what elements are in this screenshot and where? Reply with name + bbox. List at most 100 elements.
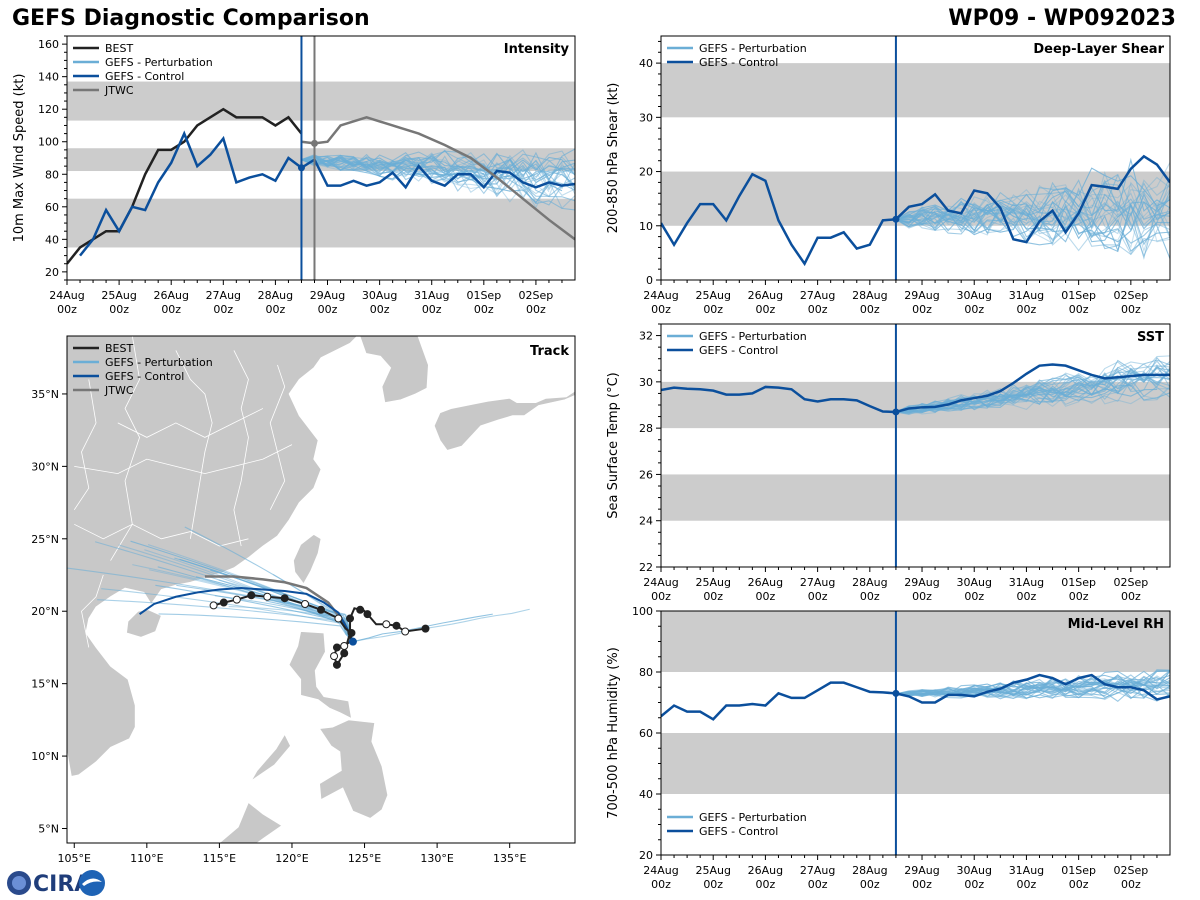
- country-border: [81, 574, 104, 648]
- best-track-point-00z: [332, 660, 341, 669]
- shear-legend-label-pert: GEFS - Perturbation: [699, 42, 807, 55]
- sst-ytick-label: 30: [639, 376, 653, 389]
- noaa-logo-icon: [79, 870, 105, 896]
- sst-legend-label-control: GEFS - Control: [699, 344, 778, 357]
- rh-xtick-sublabel: 00z: [1069, 878, 1089, 891]
- rh-legend-label-pert: GEFS - Perturbation: [699, 811, 807, 824]
- sst-xtick-sublabel: 00z: [1017, 590, 1037, 603]
- intensity-xtick-sublabel: 00z: [370, 303, 390, 316]
- rh-band-1: [661, 611, 1170, 672]
- taiwan-land: [293, 533, 322, 585]
- rh-xtick-sublabel: 00z: [1121, 878, 1141, 891]
- best-track-point-00z: [421, 624, 430, 633]
- intensity-xtick-sublabel: 00z: [422, 303, 442, 316]
- intensity-perturbation-line: [301, 155, 484, 175]
- rh-axes: 2040608010024Aug00z25Aug00z26Aug00z27Aug…: [606, 605, 1171, 891]
- shear-xtick-sublabel: 00z: [756, 303, 776, 316]
- track-legend-label-best: BEST: [105, 342, 133, 355]
- sst-xtick-sublabel: 00z: [860, 590, 880, 603]
- province-border: [74, 523, 249, 547]
- track-frame: [66, 335, 576, 844]
- shear-band-1: [661, 63, 1170, 118]
- rh-init-point: [892, 689, 900, 697]
- best-track-point-00z: [332, 643, 341, 652]
- shear-perturbation-line: [895, 205, 1170, 260]
- intensity-perturbation-line: [301, 158, 575, 191]
- best-track-point-12z: [263, 592, 272, 601]
- shear-xtick-label: 31Aug: [1009, 289, 1044, 302]
- intensity-ytick-label: 160: [38, 38, 59, 51]
- intensity-ytick-label: 20: [45, 266, 59, 279]
- sst-axes: 22242628303224Aug00z25Aug00z26Aug00z27Au…: [606, 323, 1171, 603]
- sst-init-point: [892, 408, 900, 416]
- rh-xtick-sublabel: 00z: [860, 878, 880, 891]
- sst-xtick-sublabel: 00z: [808, 590, 828, 603]
- shear-perturbation-line: [895, 157, 1170, 220]
- sst-xtick-label: 27Aug: [800, 576, 835, 589]
- shear-title: Deep-Layer Shear: [1033, 42, 1164, 57]
- track-xtick-label: 135°E: [493, 852, 526, 865]
- track-ytick-label: 10°N: [31, 750, 59, 763]
- rh-xtick-label: 26Aug: [748, 864, 783, 877]
- sst-band-0: [661, 474, 1170, 521]
- track-perturbation-line: [352, 608, 530, 643]
- rh-ytick-label: 100: [632, 605, 653, 618]
- track-xtick-label: 110°E: [130, 852, 163, 865]
- intensity-legend-label-best: BEST: [105, 42, 133, 55]
- shear-xtick-sublabel: 00z: [808, 303, 828, 316]
- shear-xtick-sublabel: 00z: [1121, 303, 1141, 316]
- sst-xtick-label: 31Aug: [1009, 576, 1044, 589]
- shear-xtick-sublabel: 00z: [964, 303, 984, 316]
- rh-perturbation-line: [895, 680, 1170, 699]
- rh-xtick-sublabel: 00z: [912, 878, 932, 891]
- control-track-line: [138, 587, 354, 643]
- track-xtick-label: 115°E: [203, 852, 236, 865]
- intensity-panel: 2040608010012014016024Aug00z25Aug00z26Au…: [12, 35, 576, 316]
- shear-xtick-label: 02Sep: [1113, 289, 1148, 302]
- track-legend-label-control: GEFS - Control: [105, 370, 184, 383]
- intensity-ytick-label: 100: [38, 136, 59, 149]
- best-track-point-00z: [317, 605, 325, 614]
- intensity-ylabel: 10m Max Wind Speed (kt): [12, 74, 27, 243]
- sst-xtick-label: 01Sep: [1061, 576, 1096, 589]
- intensity-perturbation-line: [301, 159, 575, 209]
- track-legend-label-pert: GEFS - Perturbation: [105, 356, 213, 369]
- rh-xtick-sublabel: 00z: [703, 878, 723, 891]
- shear-xtick-label: 28Aug: [852, 289, 887, 302]
- sst-xtick-label: 24Aug: [643, 576, 678, 589]
- track-init-point: [348, 637, 357, 646]
- intensity-series-best: [67, 107, 303, 265]
- province-border: [233, 350, 249, 547]
- intensity-perturbation-line: [301, 155, 575, 186]
- track-perturbation-line: [352, 613, 493, 643]
- track-perturbation-line: [101, 588, 354, 642]
- province-border: [73, 379, 97, 511]
- shear-panel: 01020304024Aug00z25Aug00z26Aug00z27Aug00…: [606, 35, 1171, 316]
- intensity-band-2: [67, 81, 575, 121]
- best-track-point-12z: [232, 595, 241, 604]
- sst-xtick-sublabel: 00z: [912, 590, 932, 603]
- intensity-plot-area: [67, 81, 575, 265]
- rh-ytick-label: 80: [639, 666, 653, 679]
- intensity-xtick-label: 30Aug: [362, 289, 397, 302]
- shear-xtick-sublabel: 00z: [860, 303, 880, 316]
- shear-ytick-label: 0: [646, 274, 653, 287]
- sst-xtick-sublabel: 00z: [703, 590, 723, 603]
- hainan-land: [126, 609, 162, 638]
- sst-xtick-sublabel: 00z: [651, 590, 671, 603]
- intensity-xtick-label: 29Aug: [310, 289, 345, 302]
- best-track-point-00z: [347, 628, 356, 637]
- rh-perturbation-line: [895, 674, 1170, 696]
- rh-xtick-label: 28Aug: [852, 864, 887, 877]
- intensity-xtick-sublabel: 00z: [161, 303, 181, 316]
- sst-ylabel: Sea Surface Temp (°C): [606, 372, 621, 519]
- best-track-point-12z: [301, 599, 310, 608]
- shear-perturbation-line: [895, 179, 1170, 230]
- shear-plot-area: [661, 63, 1170, 267]
- rh-xtick-label: 27Aug: [800, 864, 835, 877]
- intensity-xtick-label: 31Aug: [414, 289, 449, 302]
- track-legend-label-jtwc: JTWC: [104, 384, 134, 397]
- intensity-jtwc-init-point: [310, 139, 318, 147]
- intensity-series-jtwc: [301, 116, 575, 241]
